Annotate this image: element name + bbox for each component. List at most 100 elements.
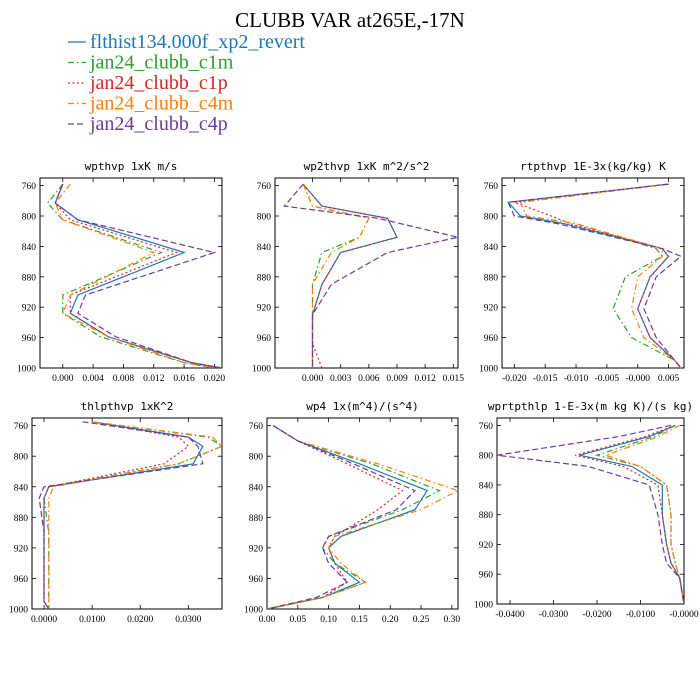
- series-line: [519, 183, 682, 368]
- x-tick-label: 0.0200: [127, 615, 153, 625]
- panel: wp4 1x(m^4)/(s^4)76080084088092096010000…: [244, 400, 460, 625]
- y-tick-label: 800: [257, 213, 272, 223]
- series-line: [54, 183, 222, 368]
- series-line: [579, 424, 684, 604]
- plot-frame: [274, 177, 459, 369]
- series-line: [267, 425, 404, 609]
- series-line: [507, 183, 683, 368]
- x-tick-label: -0.005: [595, 374, 620, 384]
- series-line: [54, 183, 215, 368]
- panel: wprtpthlp 1-E-3x(m kg K)/(s kg) 760 800 840…: [474, 400, 699, 620]
- y-tick-label: 1000: [252, 365, 271, 375]
- x-tick-label: -0.000: [625, 374, 650, 384]
- y-tick-label: 920: [22, 304, 37, 314]
- y-tick-label: 840: [22, 243, 37, 253]
- y-tick-label: 880: [479, 511, 494, 521]
- series-line: [302, 183, 370, 368]
- figure-title: CLUBB VAR at265E,-17N: [235, 8, 465, 32]
- series-line: [43, 421, 190, 609]
- y-tick-label: 1000: [17, 365, 36, 375]
- legend-label: jan24_clubb_c1m: [89, 52, 234, 74]
- y-tick-label: 760: [249, 422, 264, 432]
- series-line: [54, 183, 222, 368]
- series-line: [48, 421, 222, 609]
- x-tick-label: 0.0100: [79, 615, 105, 625]
- y-tick-label: 880: [249, 514, 264, 524]
- y-tick-label: 880: [484, 273, 499, 283]
- x-tick-label: -0.0100: [626, 610, 656, 620]
- legend-label: flthist134.000f_xp2_revert: [90, 31, 305, 53]
- y-tick-label: 1000: [9, 606, 28, 616]
- y-tick-label: 920: [257, 304, 272, 314]
- x-tick-label: 0.012: [143, 374, 165, 384]
- y-tick-label: 800: [484, 213, 499, 223]
- series-line: [283, 183, 458, 368]
- y-tick-label: 1000: [479, 365, 498, 375]
- x-tick-label: 0.05: [289, 615, 306, 625]
- series-line: [603, 424, 684, 604]
- series-line: [519, 183, 682, 368]
- x-tick-label: 0.008: [113, 374, 135, 384]
- series-line: [38, 421, 204, 609]
- series-line: [302, 183, 398, 368]
- x-tick-label: 0.012: [414, 374, 436, 384]
- plot-frame: [496, 417, 685, 605]
- x-tick-label: 0.15: [351, 615, 368, 625]
- series-line: [497, 424, 684, 604]
- panel-title: wp4 1x(m^4)/(s^4): [306, 400, 419, 413]
- y-tick-label: 1000: [244, 606, 263, 616]
- x-tick-label: 0.003: [330, 374, 352, 384]
- panel: wp2thvp 1xK m^2/s^2 760 800 840 880 920 960 100…: [252, 160, 464, 384]
- y-tick-label: 840: [257, 243, 272, 253]
- series-line: [43, 421, 204, 609]
- y-tick-label: 840: [14, 483, 29, 493]
- y-tick-label: 800: [22, 213, 37, 223]
- panels: wpthvp 1xK m/s 760 800 840 880 920 960 1000 0.00…: [9, 160, 699, 625]
- y-tick-label: 840: [484, 243, 499, 253]
- legend: flthist134.000f_xp2_revertjan24_clubb_c1…: [68, 31, 305, 135]
- panel-title: rtpthvp 1E-3x(kg/kg) K: [520, 160, 666, 173]
- x-tick-label: -0.0000: [669, 610, 699, 620]
- x-tick-label: -0.0400: [495, 610, 525, 620]
- y-tick-label: 760: [479, 422, 494, 432]
- series-line: [267, 425, 441, 609]
- series-line: [43, 421, 222, 609]
- y-tick-label: 760: [14, 422, 29, 432]
- x-tick-label: -0.0200: [582, 610, 612, 620]
- plot-frame: [31, 417, 223, 610]
- x-tick-label: 0.30: [444, 615, 461, 625]
- x-tick-label: 0.25: [413, 615, 430, 625]
- y-tick-label: 800: [249, 453, 264, 463]
- panel: rtpthvp 1E-3x(kg/kg) K 760 800 840 880 920 960…: [479, 160, 685, 384]
- plot-frame: [266, 417, 459, 610]
- y-tick-label: 920: [479, 541, 494, 551]
- plot-frame: [39, 177, 223, 369]
- y-tick-label: 960: [479, 571, 494, 581]
- x-tick-label: 0.004: [82, 374, 104, 384]
- y-tick-label: 920: [14, 544, 29, 554]
- x-tick-label: -0.0300: [539, 610, 569, 620]
- series-line: [514, 183, 682, 368]
- x-tick-label: -0.020: [502, 374, 527, 384]
- x-tick-label: 0.006: [358, 374, 380, 384]
- series-line: [506, 183, 682, 368]
- panel: thlpthvp 1xK^2 760 800 840 880 920 960 10000.00…: [9, 400, 223, 625]
- x-tick-label: 0.015: [443, 374, 465, 384]
- y-tick-label: 760: [257, 182, 272, 192]
- series-line: [54, 183, 222, 368]
- x-tick-label: 0.009: [386, 374, 408, 384]
- y-tick-label: 1000: [474, 601, 493, 611]
- y-tick-label: 960: [257, 334, 272, 344]
- x-tick-label: 0.10: [320, 615, 337, 625]
- x-tick-label: 0.016: [173, 374, 195, 384]
- y-tick-label: 880: [14, 514, 29, 524]
- panel-title: wpthvp 1xK m/s: [85, 160, 178, 173]
- x-tick-label: 0.005: [658, 374, 680, 384]
- y-tick-label: 960: [22, 334, 37, 344]
- x-tick-label: 0.0300: [175, 615, 201, 625]
- y-tick-label: 960: [484, 334, 499, 344]
- series-line: [575, 424, 684, 604]
- x-tick-label: 0.000: [52, 374, 74, 384]
- series-line: [267, 425, 458, 609]
